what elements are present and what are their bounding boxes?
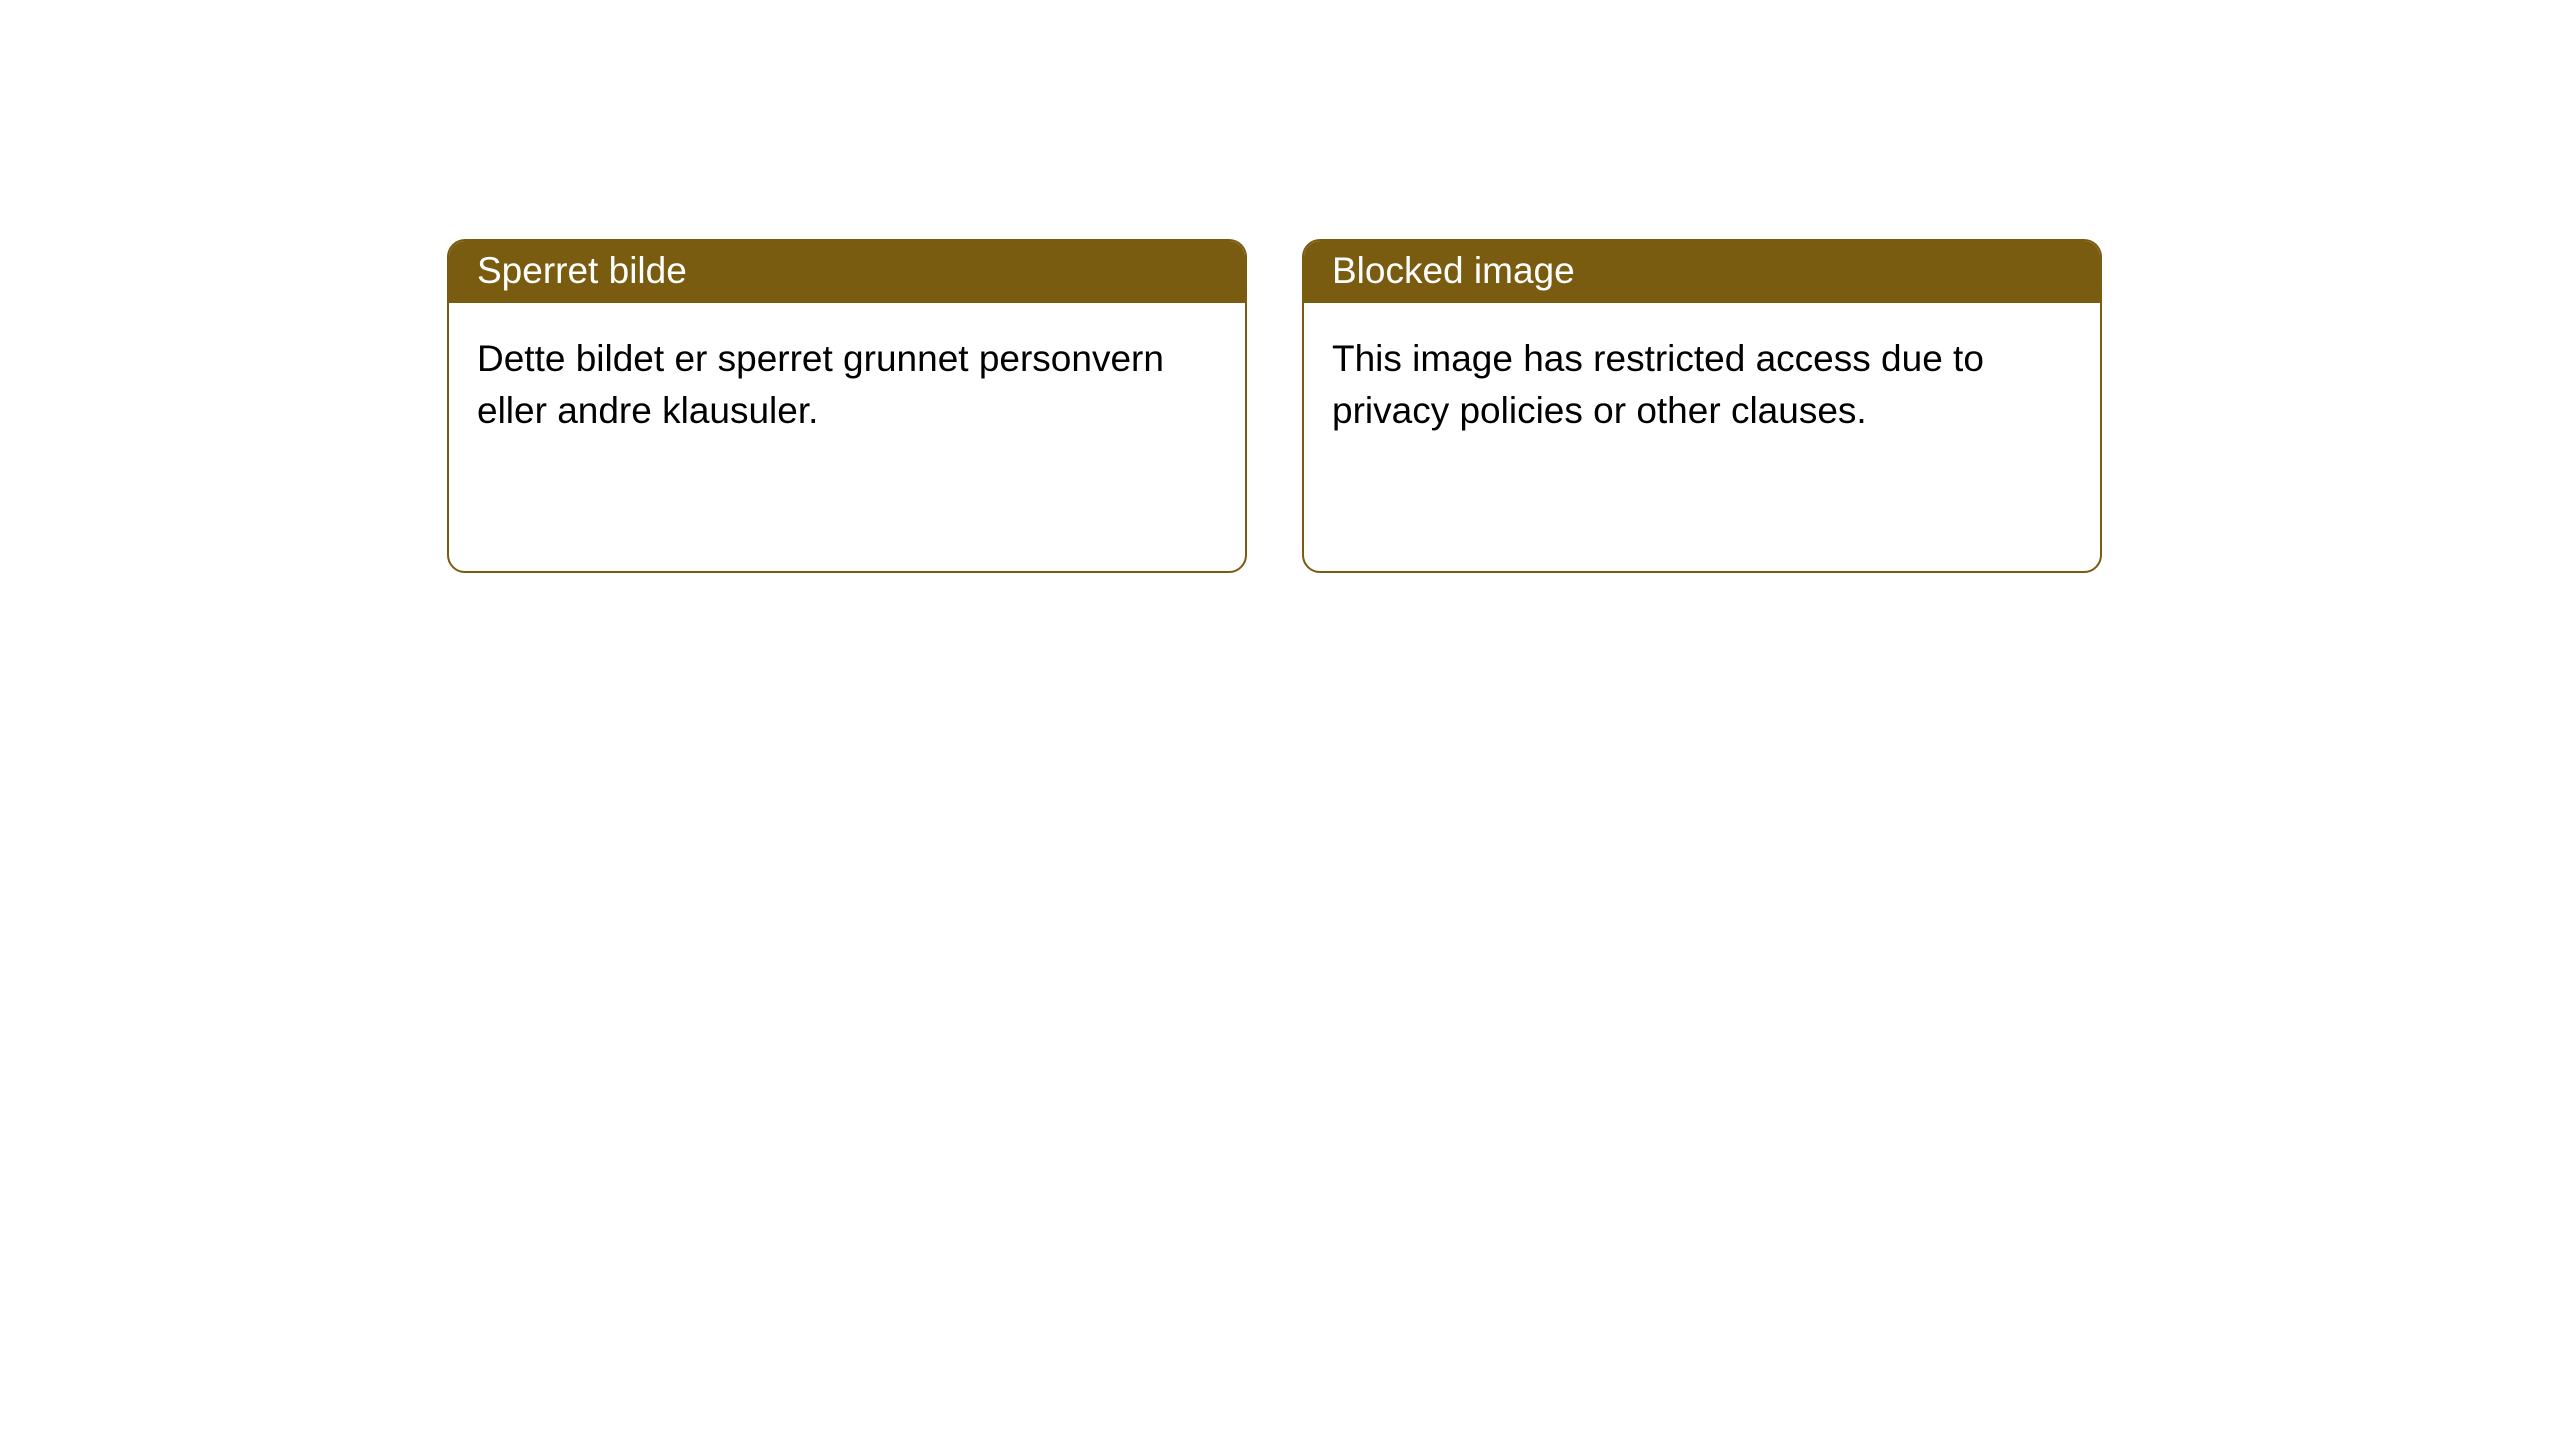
notice-card-norwegian: Sperret bilde Dette bildet er sperret gr… xyxy=(447,239,1247,573)
card-title: Blocked image xyxy=(1304,241,2100,303)
notice-cards-container: Sperret bilde Dette bildet er sperret gr… xyxy=(447,239,2102,573)
card-body-text: This image has restricted access due to … xyxy=(1304,303,2100,467)
card-title: Sperret bilde xyxy=(449,241,1245,303)
card-body-text: Dette bildet er sperret grunnet personve… xyxy=(449,303,1245,467)
notice-card-english: Blocked image This image has restricted … xyxy=(1302,239,2102,573)
